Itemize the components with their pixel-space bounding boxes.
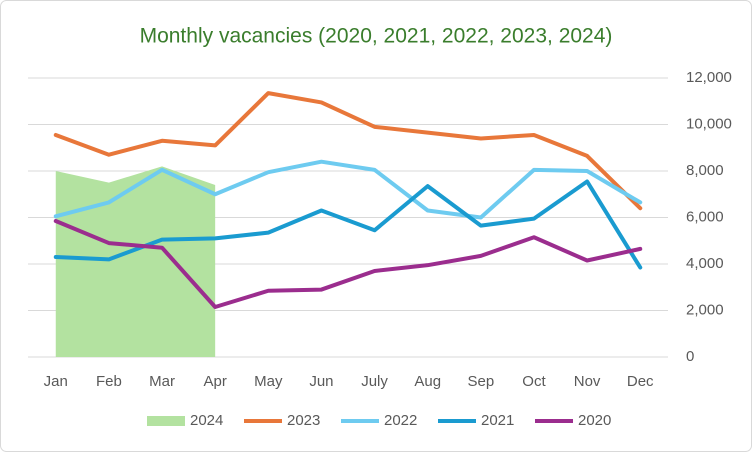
y-tick-label: 6,000	[686, 208, 724, 225]
y-tick-label: 8,000	[686, 162, 724, 179]
x-tick-label: Apr	[203, 373, 226, 390]
x-tick-label: Aug	[414, 373, 441, 390]
x-tick-label: July	[361, 373, 388, 390]
x-tick-label: Feb	[96, 373, 122, 390]
line	[53, 91, 643, 211]
y-tick-label: 0	[686, 348, 694, 365]
legend-label: 2023	[287, 412, 320, 429]
line	[53, 179, 643, 270]
x-tick-label: Nov	[574, 373, 601, 390]
legend-label: 2024	[190, 412, 223, 429]
chart-title: Monthly vacancies (2020, 2021, 2022, 202…	[140, 25, 613, 48]
area	[55, 166, 216, 357]
line	[53, 159, 643, 220]
x-tick-label: Dec	[627, 373, 654, 390]
y-tick-label: 4,000	[686, 255, 724, 272]
legend-label: 2021	[481, 412, 514, 429]
x-tick-label: Jan	[44, 373, 68, 390]
y-tick-label: 2,000	[686, 301, 724, 318]
x-tick-label: Sep	[467, 373, 494, 390]
x-tick-label: Oct	[522, 373, 546, 390]
legend-swatch	[147, 416, 185, 426]
legend-label: 2022	[384, 412, 417, 429]
y-tick-label: 12,000	[686, 69, 732, 86]
y-tick-label: 10,000	[686, 115, 732, 132]
x-tick-label: Mar	[149, 373, 175, 390]
line	[53, 218, 643, 310]
legend-label: 2020	[578, 412, 611, 429]
x-tick-label: Jun	[309, 373, 333, 390]
x-tick-label: May	[254, 373, 283, 390]
